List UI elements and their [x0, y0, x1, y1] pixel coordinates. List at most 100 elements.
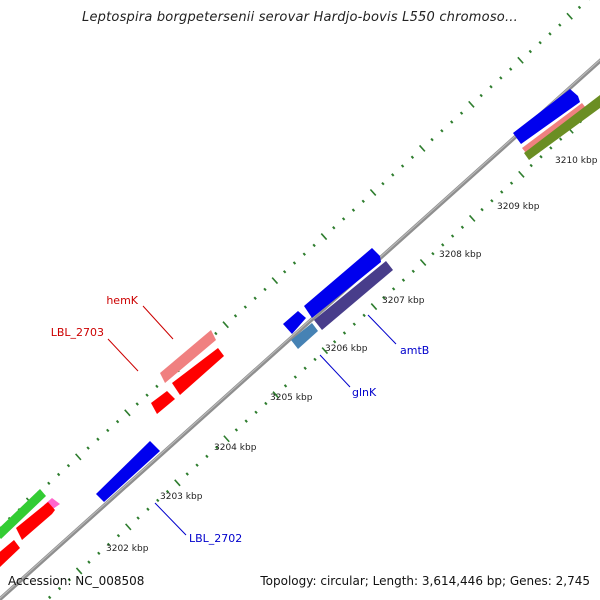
minor-tick: [145, 393, 149, 397]
tick-label: 3204 kbp: [214, 443, 257, 453]
minor-tick: [499, 76, 503, 80]
major-tick: [222, 321, 229, 329]
features-reverse: [0, 95, 600, 567]
minor-tick: [254, 410, 258, 415]
minor-tick: [489, 85, 493, 89]
major-tick: [468, 214, 476, 222]
leader-LBL-2703: [107, 338, 139, 372]
minor-tick: [558, 137, 563, 141]
minor-tick: [539, 155, 543, 159]
leader-LBL-2702: [154, 502, 187, 536]
minor-tick: [332, 226, 336, 230]
minor-tick: [293, 375, 298, 379]
minor-tick: [66, 463, 71, 468]
minor-tick: [47, 595, 52, 600]
gene-feature-red-bl-2[interactable]: [16, 502, 55, 540]
minor-tick: [146, 507, 150, 511]
minor-tick: [86, 446, 90, 450]
gene-feature-blue-mid[interactable]: [304, 248, 381, 318]
minor-tick: [459, 111, 464, 115]
minor-tick: [431, 251, 435, 256]
minor-tick: [480, 207, 484, 212]
gene-feature-hemK[interactable]: [160, 330, 216, 383]
minor-tick: [410, 155, 415, 159]
minor-tick: [450, 120, 454, 124]
tick-label: 3205 kbp: [270, 393, 313, 403]
minor-tick: [342, 331, 347, 335]
gene-label-LBL-2703[interactable]: LBL_2703: [51, 326, 104, 339]
minor-tick: [215, 445, 219, 450]
gene-label-glnK[interactable]: glnK: [352, 386, 377, 399]
gene-feature-blue-top[interactable]: [513, 89, 580, 144]
minor-tick: [155, 384, 159, 389]
minor-tick: [106, 428, 110, 433]
minor-tick: [282, 270, 287, 274]
gene-label-LBL-2702[interactable]: LBL_2702: [189, 532, 242, 545]
gene-feature-amtB[interactable]: [314, 261, 393, 330]
major-tick: [321, 347, 329, 355]
gene-feature-LBL-2703[interactable]: [151, 391, 175, 414]
minor-tick: [440, 129, 444, 133]
chromosome-backbone: [0, 58, 600, 600]
tick-label: 3207 kbp: [382, 296, 425, 306]
minor-tick: [351, 208, 356, 212]
leader-lines: [107, 305, 397, 536]
minor-tick: [136, 516, 140, 520]
tick-label: 3209 kbp: [497, 202, 540, 212]
minor-tick: [441, 243, 445, 247]
gene-labels: hemK LBL_2703 amtB glnK LBL_2702: [51, 294, 430, 545]
gene-feature-LBL-2702[interactable]: [96, 441, 160, 502]
major-tick: [174, 479, 181, 487]
tick-label: 3208 kbp: [439, 250, 482, 260]
major-tick: [517, 56, 524, 64]
gene-feature-glnK[interactable]: [291, 323, 318, 349]
minor-tick: [361, 199, 365, 204]
minor-tick: [106, 542, 111, 547]
minor-tick: [87, 560, 91, 564]
gene-feature-green[interactable]: [0, 489, 46, 539]
major-tick: [370, 303, 378, 311]
features-forward: [0, 89, 586, 539]
minor-tick: [185, 472, 189, 476]
minor-tick: [244, 419, 248, 423]
minor-tick: [292, 261, 297, 265]
minor-tick: [302, 252, 306, 256]
topology-summary: Topology: circular; Length: 3,614,446 bp…: [260, 574, 590, 588]
tick-label: 3203 kbp: [160, 492, 203, 502]
major-tick: [518, 170, 525, 178]
accession-text: Accession: NC_008508: [8, 574, 145, 588]
major-tick: [320, 233, 328, 241]
map-title: Leptospira borgpetersenii serovar Hardjo…: [82, 10, 518, 25]
gene-feature-red-bl-1[interactable]: [0, 540, 20, 567]
gene-feature-red-hem[interactable]: [172, 348, 224, 395]
gene-feature-olive-top[interactable]: [524, 95, 600, 160]
minor-tick: [165, 489, 170, 494]
minor-tick: [529, 163, 533, 168]
gene-feature-blue-small[interactable]: [283, 311, 306, 334]
minor-tick: [509, 181, 514, 185]
major-tick: [124, 409, 131, 417]
gene-feature-pink-top[interactable]: [522, 103, 586, 153]
minor-tick: [156, 498, 160, 503]
minor-tick: [400, 164, 405, 168]
minor-tick: [283, 384, 288, 388]
minor-tick: [195, 463, 199, 467]
minor-tick: [56, 472, 61, 477]
minor-tick: [352, 322, 356, 326]
minor-tick: [362, 313, 366, 318]
minor-tick: [57, 586, 62, 591]
major-tick: [468, 100, 475, 108]
minor-tick: [253, 296, 257, 300]
inner-tick-track: [47, 102, 600, 600]
minor-tick: [47, 481, 51, 486]
minor-tick: [243, 305, 248, 309]
gene-label-amtB[interactable]: amtB: [400, 344, 429, 357]
minor-tick: [450, 234, 455, 238]
leader-hemK: [142, 305, 174, 340]
major-tick: [272, 391, 279, 399]
minor-tick: [381, 181, 385, 186]
gene-label-hemK[interactable]: hemK: [106, 294, 138, 307]
minor-tick: [214, 331, 218, 336]
major-tick: [75, 567, 83, 575]
